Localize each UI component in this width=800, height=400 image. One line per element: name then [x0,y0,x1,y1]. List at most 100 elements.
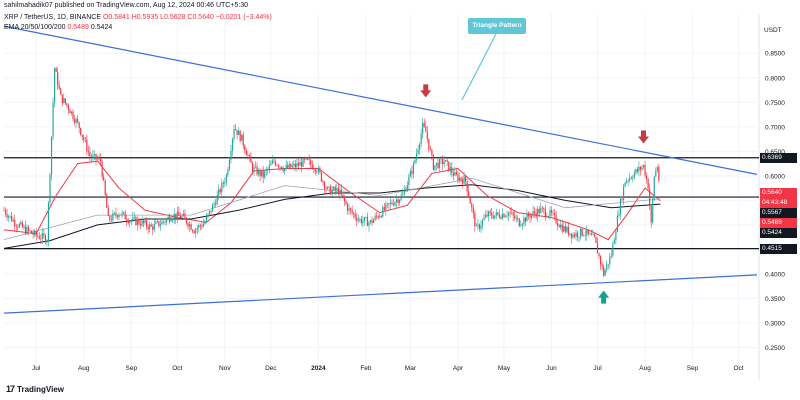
candle-body [9,215,11,217]
candle-body [176,211,178,219]
candle-body [245,150,247,156]
candle-body [422,122,424,134]
candle-body [603,266,605,276]
candle-body [486,214,488,217]
candle-body [488,211,490,217]
candle-body [406,184,408,192]
x-tick-label: May [498,365,511,372]
candle-body [377,216,379,218]
candle-body [202,223,204,227]
candle-body [511,212,513,214]
candle-body [297,163,300,166]
candle-body [412,163,415,174]
candle-body [629,177,631,181]
candle-body [210,210,212,212]
candle-body [356,217,358,221]
candle-body [169,216,171,222]
candle-body [83,136,85,140]
candle-body [601,264,603,267]
candle-body [604,270,606,276]
candle-body [561,224,563,232]
x-tick-label: Apr [453,365,464,372]
candle-body [138,219,140,225]
candle-body [386,203,389,205]
candle-body [100,158,102,162]
candle-body [391,202,393,205]
candle-body [354,213,356,218]
candle-body [98,158,100,160]
x-tick-label: Sep [687,365,699,372]
candles [3,66,660,278]
candle-body [331,189,333,195]
candle-body [334,186,336,191]
candle-body [362,220,364,224]
candle-body [372,219,375,223]
candle-body [440,158,442,160]
candle-body [534,211,536,214]
candle-body [247,155,249,156]
candle-body [365,217,367,218]
candle-body [504,216,507,218]
candle-body [230,150,232,160]
candle-body [512,212,514,216]
candle-body [305,157,307,160]
candle-body [116,215,119,218]
candle-body [66,103,68,106]
tradingview-logo[interactable]: 17 TradingView [6,384,64,394]
candle-body [185,217,188,224]
candle-body [480,225,482,229]
candle-body [526,213,528,222]
candle-body [8,216,10,218]
candle-body [46,241,48,243]
candle-body [162,221,165,223]
candle-body [619,199,622,215]
candle-body [29,230,31,232]
candle-body [598,253,600,257]
candle-body [26,227,28,234]
candle-body [215,203,217,205]
candle-body [159,224,162,227]
candle-body [586,230,588,236]
candle-body [429,149,431,150]
candle-body [408,176,410,185]
candle-body [172,218,174,221]
candle-body [106,194,108,208]
publisher-credit: sahilmahadik07 published on TradingView.… [4,2,249,9]
candle-body [34,230,36,235]
y-tick-label: 0.6500 [765,149,785,156]
candle-body [529,216,531,218]
candle-body [55,68,57,72]
candle-body [379,216,381,218]
candle-body [442,158,444,165]
candle-body [141,220,143,226]
candle-body [32,233,34,235]
candle-body [599,256,602,265]
y-tick-label: 0.7500 [765,100,785,107]
candle-body [133,217,135,218]
x-tick-label: Jul [32,365,41,372]
candle-body [564,226,566,232]
candle-body [18,224,20,228]
candle-body [426,131,428,139]
candle-body [550,210,553,213]
candle-body [54,68,56,103]
candle-body [72,111,74,120]
candle-body [87,151,89,153]
candle-body [405,190,407,192]
candle-body [90,156,93,158]
candle-body [481,220,484,226]
candle-body [569,233,571,235]
candle-body [293,163,295,166]
candle-body [37,235,39,237]
candle-body [509,212,511,214]
candle-body [353,212,355,214]
candle-body [656,167,658,171]
candle-body [506,215,508,217]
x-tick-label: Nov [219,365,231,372]
candle-body [84,139,86,141]
candle-body [182,213,185,217]
candle-body [457,174,459,181]
candle-body [273,160,275,162]
candle-body [541,207,543,209]
